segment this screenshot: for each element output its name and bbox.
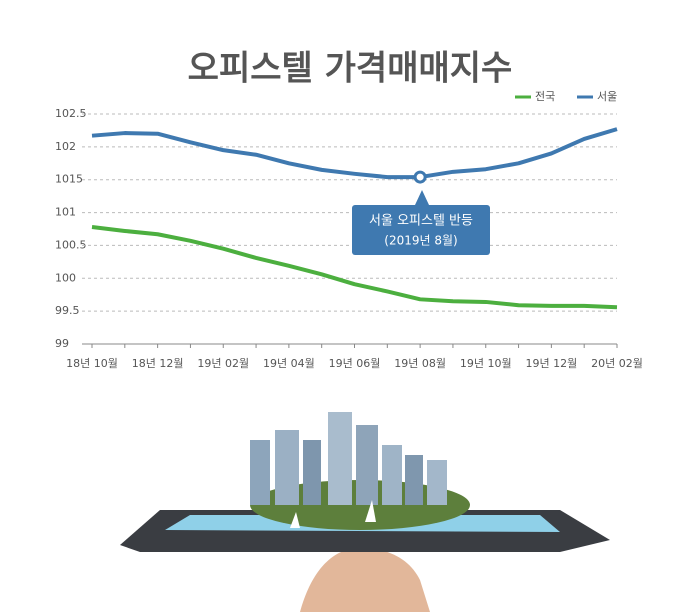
line xyxy=(91,127,618,180)
line xyxy=(91,225,618,310)
chart-title: 오피스텔 가격매매지수 xyxy=(188,49,513,89)
y-tick-label: 99 xyxy=(55,337,69,350)
callout xyxy=(352,190,490,255)
x-tick-label: 19년 08월 xyxy=(394,357,446,370)
x-tick-label: 18년 10월 xyxy=(66,357,118,370)
y-tick-label: 99.5 xyxy=(55,304,80,317)
annotation: 서울 오피스텔 반등 xyxy=(369,214,473,229)
x-tick-label: 19년 10월 xyxy=(460,357,512,370)
y-tick-label: 101 xyxy=(55,206,76,219)
legend-label: 전국 xyxy=(535,90,555,103)
legend-label: 서울 xyxy=(597,90,617,103)
y-tick-label: 100.5 xyxy=(55,238,87,251)
y-tick-label: 100 xyxy=(55,271,76,284)
x-tick-label: 19년 02월 xyxy=(197,357,249,370)
x-tick-label: 19년 12월 xyxy=(526,357,578,370)
y-tick-label: 102.5 xyxy=(55,107,87,120)
y-tick-label: 1015 xyxy=(55,173,83,186)
illustration xyxy=(120,412,610,612)
x-tick-label: 18년 12월 xyxy=(132,357,184,370)
x-tick-label: 19년 06월 xyxy=(329,357,381,370)
annotation: (2019년 8월) xyxy=(384,234,457,248)
y-tick-label: 102 xyxy=(55,140,76,153)
x-tick-label: 20년 02월 xyxy=(591,357,643,370)
highlight-point xyxy=(413,170,427,184)
x-tick-label: 19년 04월 xyxy=(263,357,315,370)
